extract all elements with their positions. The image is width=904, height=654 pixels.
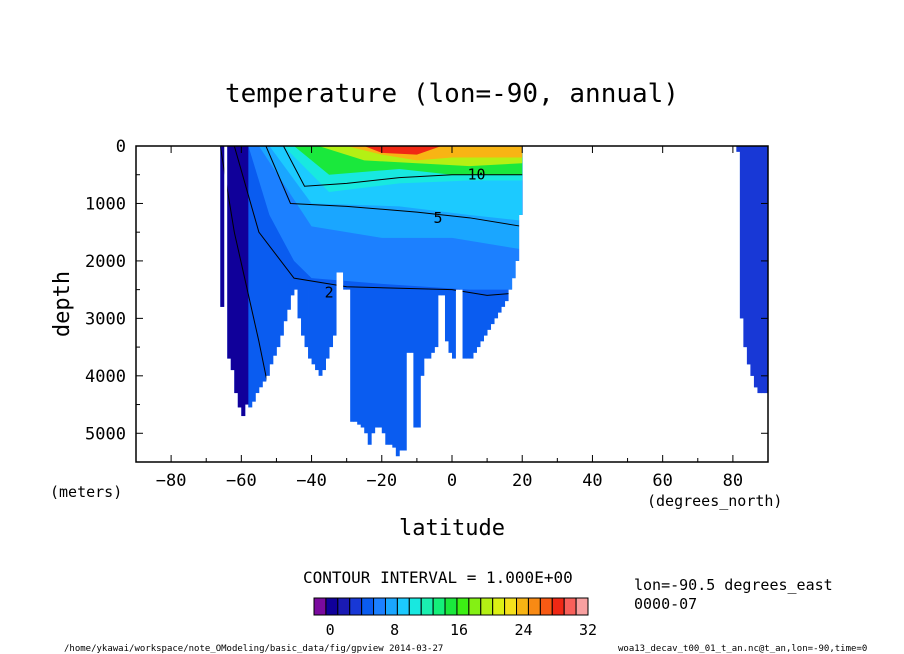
water-column xyxy=(399,146,404,451)
y-tick-label: 3000 xyxy=(85,309,126,329)
water-column xyxy=(350,146,355,422)
water-column xyxy=(269,146,274,365)
water-column xyxy=(374,146,379,428)
colorbar-label: 8 xyxy=(390,621,399,639)
colorbar-swatch xyxy=(551,597,565,616)
colorbar-swatch xyxy=(516,597,529,616)
water-column xyxy=(371,146,376,434)
colorbar-label: 0 xyxy=(326,621,335,639)
colorbar-swatch xyxy=(444,597,458,616)
water-column xyxy=(353,146,358,422)
y-tick-label: 5000 xyxy=(85,424,126,444)
water-column xyxy=(279,146,284,336)
surface-warm xyxy=(364,146,442,155)
y-tick-label: 4000 xyxy=(85,367,126,387)
colorbar-swatch xyxy=(527,597,541,616)
band-north xyxy=(729,146,768,457)
chart-title: temperature (lon=-90, annual) xyxy=(225,79,679,109)
fill-layer xyxy=(220,146,769,457)
colorbar-swatch xyxy=(468,597,482,616)
footer-left: /home/ykawai/workspace/note_OModeling/ba… xyxy=(64,644,443,654)
colorbar-swatch xyxy=(539,597,553,616)
water-column xyxy=(265,146,270,376)
band-cold-edge xyxy=(220,146,249,457)
colorbar-swatch xyxy=(384,597,398,616)
y-axis-label: depth xyxy=(50,271,75,337)
water-column xyxy=(262,146,267,382)
x-tick-label: −20 xyxy=(366,471,397,491)
water-column xyxy=(378,146,383,428)
colorbar-swatch xyxy=(313,597,327,616)
water-column xyxy=(392,146,397,448)
x-tick-label: 40 xyxy=(582,471,602,491)
x-axis-label: latitude xyxy=(399,516,505,541)
footer-right: woa13_decav_t00_01_t_an.nc@t_an,lon=-90,… xyxy=(618,644,867,654)
colorbar-swatch xyxy=(325,597,339,616)
contour-2 xyxy=(233,146,523,296)
water-column xyxy=(251,146,256,402)
x-tick-label: 0 xyxy=(447,471,457,491)
colorbar-swatch xyxy=(504,597,518,616)
water-column xyxy=(416,146,421,428)
colorbar-swatch xyxy=(492,597,506,616)
x-tick-label: −40 xyxy=(296,471,327,491)
water-column xyxy=(385,146,390,445)
contour-label: 10 xyxy=(468,166,486,184)
colorbar-label: 16 xyxy=(450,621,468,639)
contour-5 xyxy=(265,146,523,227)
colorbar-label: 32 xyxy=(579,621,597,639)
colorbar-swatch xyxy=(420,597,434,616)
y-tick-label: 1000 xyxy=(85,194,126,214)
contour-1 xyxy=(220,146,270,394)
colorbar-swatch xyxy=(432,597,446,616)
y-units-label: (meters) xyxy=(50,483,122,501)
water-column xyxy=(276,146,281,348)
info-line-1: lon=-90.5 degrees_east xyxy=(634,576,833,594)
water-column xyxy=(395,146,400,457)
colorbar-swatch xyxy=(563,597,577,616)
x-tick-label: 60 xyxy=(652,471,672,491)
water-column xyxy=(413,146,418,428)
colorbar-swatch xyxy=(373,597,386,616)
colorbar-swatch xyxy=(575,597,589,616)
colorbar-swatch xyxy=(480,597,494,616)
water-column xyxy=(402,146,407,451)
contour-interval-text: CONTOUR INTERVAL = 1.000E+00 xyxy=(303,568,573,587)
colorbar-swatch xyxy=(396,597,410,616)
water-column xyxy=(364,146,369,434)
water-column xyxy=(258,146,263,388)
water-column xyxy=(248,146,253,408)
x-axis: −80 −60 −40 −20 0 20 40 60 80 xyxy=(135,146,769,491)
x-tick-label: −60 xyxy=(226,471,257,491)
water-column xyxy=(255,146,260,394)
x-tick-label: −80 xyxy=(156,471,187,491)
colorbar-swatch xyxy=(361,597,375,616)
water-column xyxy=(381,146,386,434)
contour-layer: 10 5 2 xyxy=(220,146,523,394)
water-column xyxy=(272,146,277,356)
water-column xyxy=(388,146,393,445)
contour-label: 5 xyxy=(433,209,442,227)
colorbar-swatch xyxy=(456,597,470,616)
plot-area: 10 5 2 xyxy=(135,145,769,463)
colorbar: 0 8 16 24 32 xyxy=(313,597,597,639)
contour-label: 2 xyxy=(325,284,334,302)
contour-10 xyxy=(283,146,523,187)
info-line-2: 0000-07 xyxy=(634,595,697,613)
y-axis: 0 1000 2000 3000 4000 5000 xyxy=(85,137,768,463)
x-units-label: (degrees_north) xyxy=(647,492,782,510)
y-tick-label: 2000 xyxy=(85,252,126,272)
colorbar-swatch xyxy=(408,597,422,616)
colorbar-swatch xyxy=(337,597,351,616)
x-tick-label: 80 xyxy=(723,471,743,491)
y-tick-label: 0 xyxy=(116,137,126,157)
water-column xyxy=(367,146,372,445)
x-tick-label: 20 xyxy=(512,471,532,491)
colorbar-label: 24 xyxy=(514,621,532,639)
water-column xyxy=(357,146,362,425)
colorbar-swatch xyxy=(349,597,363,616)
